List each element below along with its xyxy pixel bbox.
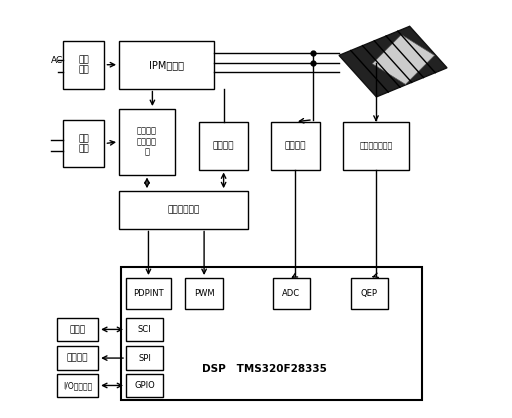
Text: 显示电路: 显示电路 — [67, 354, 88, 362]
Bar — [121, 267, 422, 400]
Text: 整流
稳压: 整流 稳压 — [78, 55, 89, 74]
Bar — [119, 191, 248, 229]
Polygon shape — [339, 26, 447, 97]
Bar — [126, 347, 163, 370]
Bar — [351, 278, 388, 309]
Text: AC: AC — [51, 56, 63, 65]
Text: 电流检测: 电流检测 — [284, 141, 306, 150]
Bar — [199, 122, 248, 170]
Bar — [57, 347, 98, 370]
Bar — [119, 41, 215, 89]
Text: QEP: QEP — [361, 289, 378, 298]
Text: GPIO: GPIO — [134, 381, 155, 390]
Bar — [126, 278, 171, 309]
Text: SCI: SCI — [138, 325, 152, 334]
Bar — [126, 374, 163, 397]
Text: 驱动电路: 驱动电路 — [213, 141, 234, 150]
Bar — [57, 374, 98, 397]
Text: IPM逆变器: IPM逆变器 — [149, 60, 184, 70]
Polygon shape — [372, 35, 435, 84]
Text: I/O接口电路: I/O接口电路 — [63, 381, 92, 390]
Text: 故障检测
和保护电
路: 故障检测 和保护电 路 — [137, 127, 157, 157]
Bar — [119, 109, 175, 175]
Text: ADC: ADC — [282, 289, 301, 298]
Bar — [185, 278, 223, 309]
Bar — [126, 318, 163, 341]
Bar — [57, 318, 98, 341]
Text: 上位机: 上位机 — [70, 325, 86, 334]
Bar — [343, 122, 409, 170]
Text: 位置、速度检测: 位置、速度检测 — [359, 141, 393, 150]
Text: DSP   TMS320F28335: DSP TMS320F28335 — [202, 364, 327, 374]
Text: 控制
电源: 控制 电源 — [78, 134, 89, 153]
Bar — [63, 120, 104, 168]
Text: SPI: SPI — [138, 354, 151, 362]
Bar — [272, 278, 310, 309]
Text: 光耦隔离电路: 光耦隔离电路 — [167, 205, 200, 214]
Text: PDPINT: PDPINT — [133, 289, 164, 298]
Bar — [270, 122, 319, 170]
Text: PWM: PWM — [194, 289, 215, 298]
Bar — [63, 41, 104, 89]
